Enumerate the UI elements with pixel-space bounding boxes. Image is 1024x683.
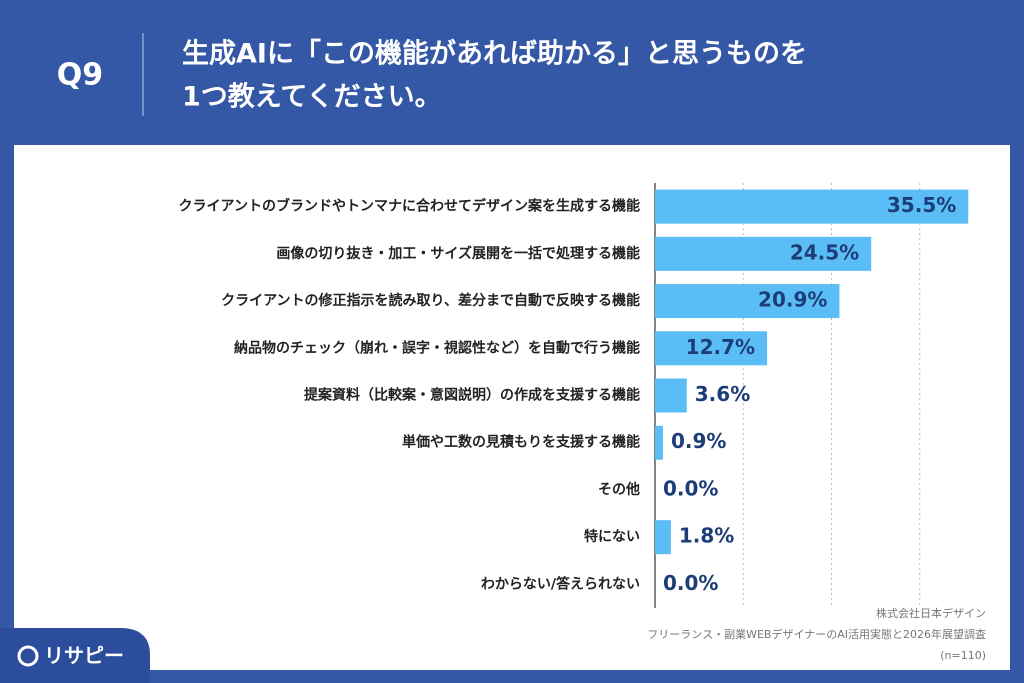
bar (655, 331, 768, 366)
category-label: 提案資料（比較案・意図説明）の作成を支援する機能 (304, 387, 640, 404)
question-number: Q9 (57, 58, 103, 93)
source: フリーランス・副業WEBデザイナーのAI活用実態と2026年展望調査 (647, 627, 986, 641)
logo-badge (0, 628, 150, 683)
bar (655, 378, 687, 413)
title-line: 生成AIに「この機能があれば助かる」と思うものを (182, 38, 807, 70)
source: 株式会社日本デザイン (876, 606, 986, 620)
category-label: 特にない (584, 528, 640, 545)
card (14, 145, 1010, 670)
source: (n=110) (940, 649, 986, 662)
category-label: 納品物のチェック（崩れ・誤字・視認性など）を自動で行う機能 (234, 339, 640, 356)
bar (655, 520, 671, 555)
category-label: わからない/答えられない (481, 575, 640, 592)
value-label: 0.9% (671, 429, 726, 453)
value-label: 35.5% (887, 193, 956, 217)
category-label: その他 (598, 481, 640, 498)
bar (655, 189, 969, 224)
value-label: 20.9% (758, 288, 827, 312)
value-label: 12.7% (686, 335, 755, 359)
category-label: 画像の切り抜き・加工・サイズ展開を一括で処理する機能 (276, 245, 640, 262)
value-label: 1.8% (679, 524, 734, 548)
category-label: クライアントのブランドやトンマナに合わせてデザイン案を生成する機能 (179, 198, 640, 215)
bar (655, 425, 663, 460)
value-label: 0.0% (663, 476, 718, 500)
value-label: 0.0% (663, 571, 718, 595)
value-label: 24.5% (790, 240, 859, 264)
bar (655, 236, 872, 271)
logo: リサピー (44, 644, 124, 668)
logo-icon (17, 645, 39, 667)
category-label: クライアントの修正指示を読み取り、差分まで自動で反映する機能 (221, 292, 640, 309)
title-line: 1つ教えてください。 (182, 82, 442, 113)
bar (655, 284, 840, 319)
value-label: 3.6% (695, 382, 750, 406)
category-label: 単価や工数の見積もりを支援する機能 (402, 434, 640, 451)
